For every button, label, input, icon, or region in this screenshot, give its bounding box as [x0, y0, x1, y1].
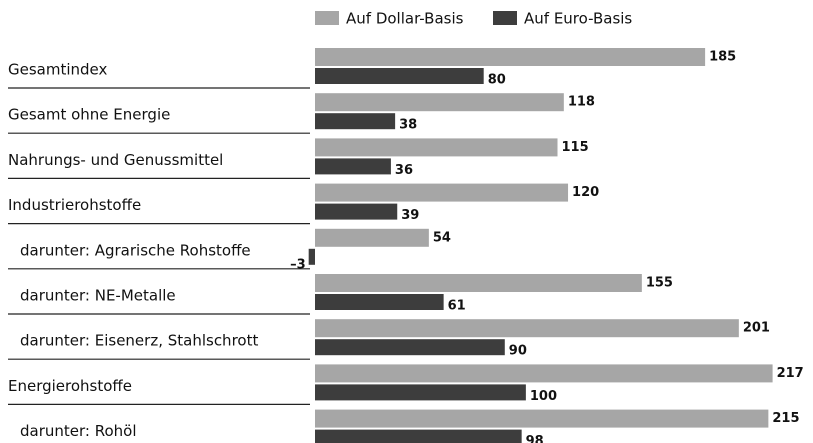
category-label: Nahrungs- und Genussmittel [8, 151, 223, 169]
value-label: 155 [646, 276, 673, 291]
category-label: darunter: NE-Metalle [20, 287, 176, 305]
value-label: 185 [709, 50, 736, 65]
value-label: 100 [530, 389, 557, 404]
value-label: 217 [777, 366, 804, 381]
value-label: 120 [572, 185, 599, 200]
bar [315, 339, 505, 356]
bar [315, 274, 642, 292]
bar [315, 113, 396, 130]
bar [315, 294, 444, 310]
category-label: Industrierohstoffe [8, 196, 141, 214]
bar [315, 409, 769, 428]
bar [315, 158, 391, 175]
value-label: –3 [290, 257, 306, 272]
bar [315, 319, 739, 338]
value-label: 201 [743, 321, 770, 336]
bar [315, 429, 522, 443]
bar [308, 248, 315, 265]
value-label: 80 [488, 73, 506, 88]
bar [315, 228, 429, 247]
bar [315, 183, 569, 202]
category-label: Gesamt ohne Energie [8, 106, 170, 124]
bar [315, 48, 706, 66]
category-label: Gesamtindex [8, 61, 108, 79]
bar [315, 364, 773, 383]
category-label: darunter: Eisenerz, Stahlschrott [20, 332, 258, 350]
value-label: 38 [399, 118, 417, 133]
value-label: 215 [772, 411, 799, 426]
value-label: 39 [401, 208, 419, 223]
value-label: 115 [562, 140, 589, 155]
value-label: 118 [568, 95, 595, 110]
value-label: 36 [395, 163, 413, 178]
legend-label: Auf Euro-Basis [524, 10, 632, 28]
category-label: darunter: Rohöl [20, 422, 137, 440]
bar [315, 68, 484, 84]
bar [315, 138, 558, 157]
value-label: 61 [448, 299, 466, 314]
value-label: 98 [526, 434, 544, 443]
bar [315, 203, 398, 220]
value-label: 54 [433, 230, 451, 245]
legend-swatch [315, 11, 339, 25]
bar [315, 384, 526, 401]
legend-label: Auf Dollar-Basis [346, 10, 464, 28]
value-label: 90 [509, 344, 527, 359]
category-label: darunter: Agrarische Rohstoffe [20, 241, 251, 259]
bar [315, 93, 564, 112]
category-label: Energierohstoffe [8, 377, 132, 395]
legend-swatch [493, 11, 517, 25]
